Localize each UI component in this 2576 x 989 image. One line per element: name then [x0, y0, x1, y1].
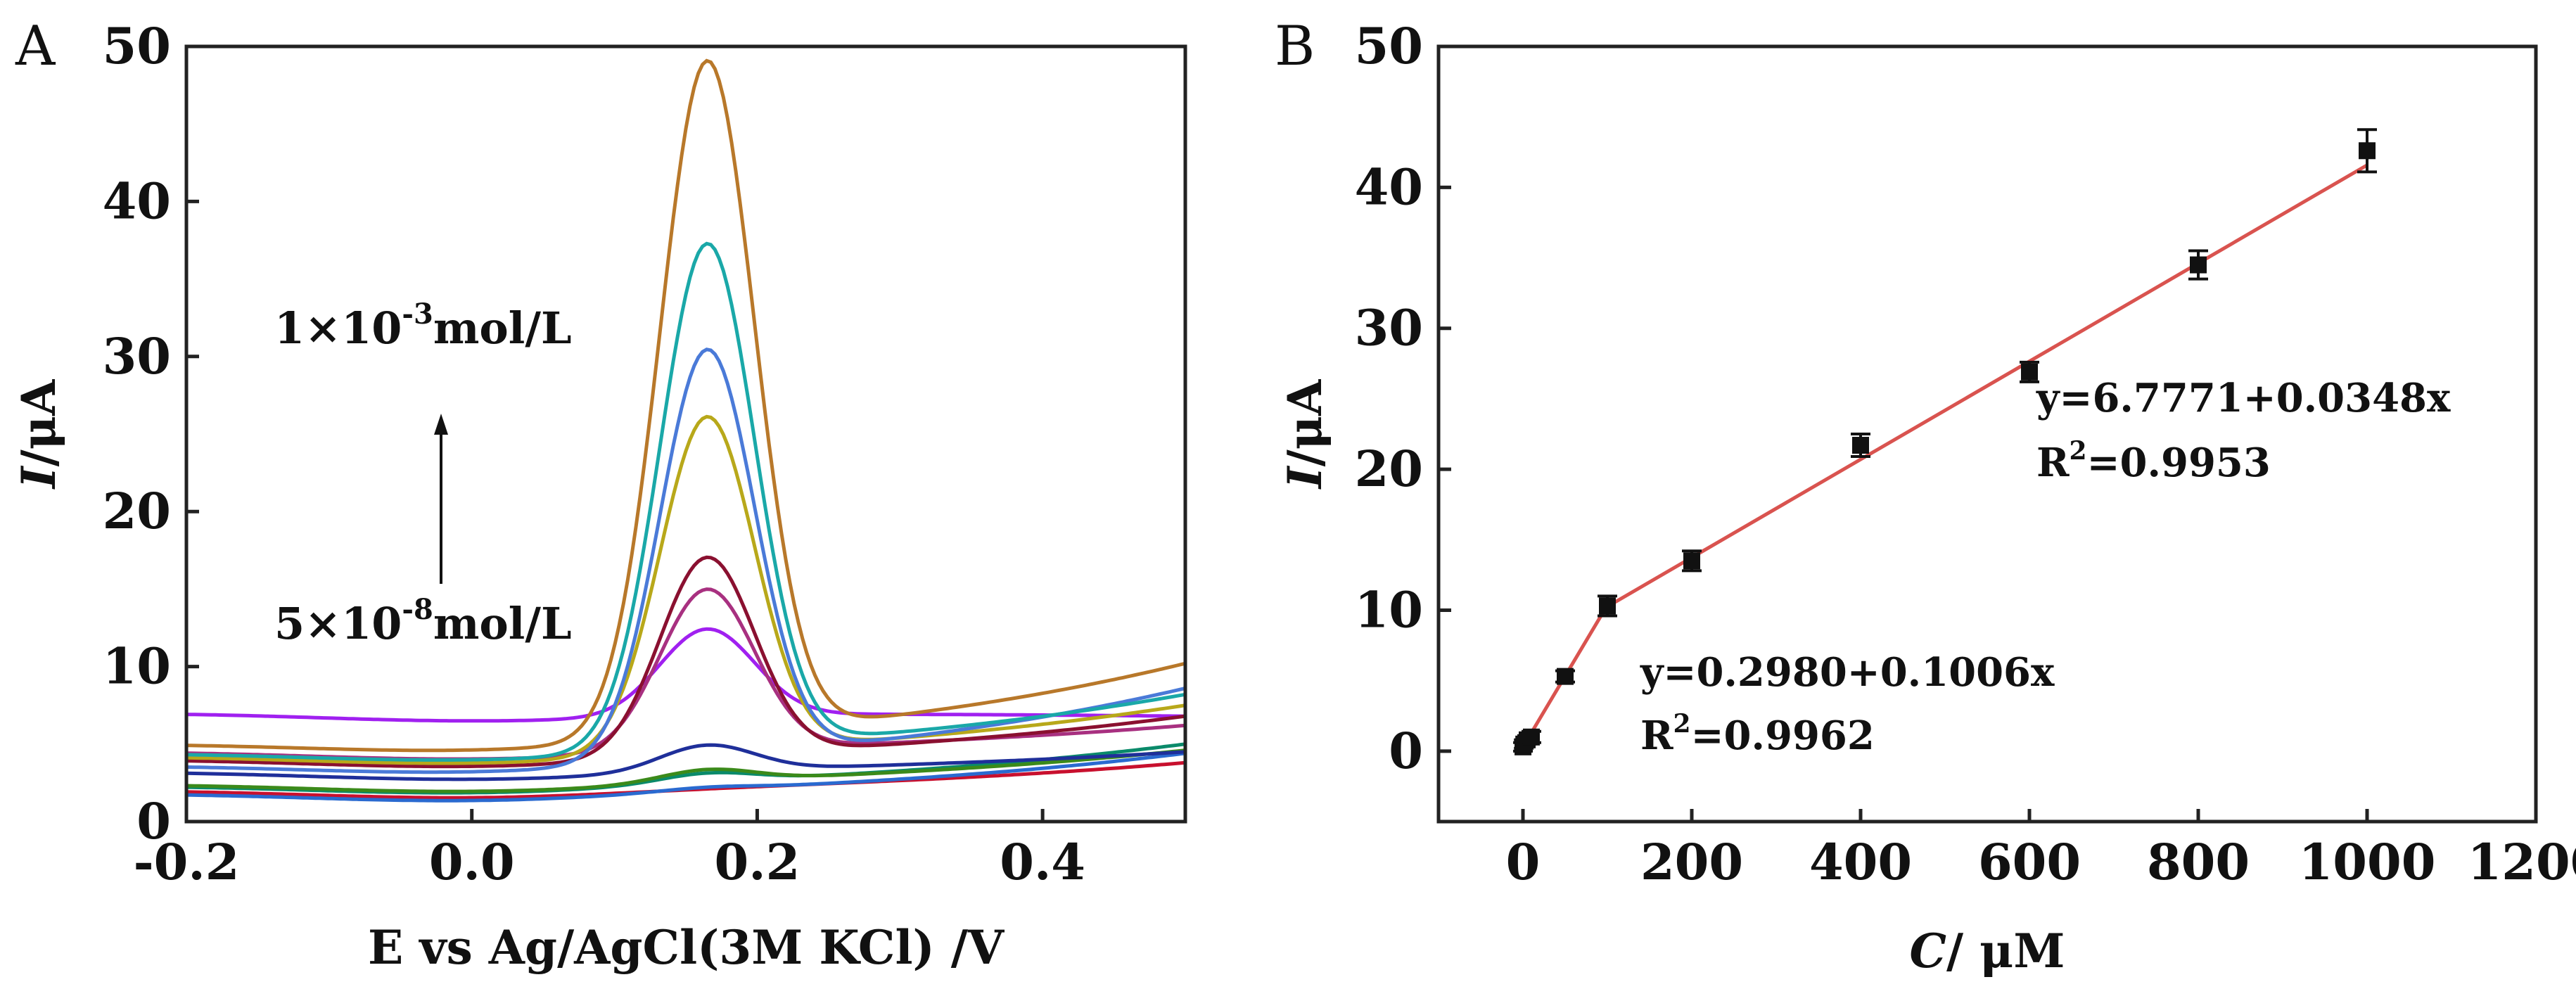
panel-a-y-tick-label: 20	[103, 482, 171, 540]
panel-a-x-title: E vs Ag/AgCl(3M KCl) /V	[368, 920, 1005, 975]
panel-a-x-tick-label: 0.0	[429, 833, 515, 891]
panel-b-y-tick-label: 40	[1355, 158, 1423, 216]
panel-a-letter: A	[15, 15, 56, 78]
panel-b-x-tick-label: 1000	[2299, 833, 2436, 891]
panel-b-frame	[1436, 44, 2538, 824]
fit-line	[1606, 163, 2368, 608]
data-point	[1683, 552, 1700, 570]
panel-a-frame	[184, 44, 1187, 824]
panel-a-y-tick-label: 30	[103, 327, 171, 385]
panel-a-curves	[186, 58, 1186, 803]
equation-high-range: y=6.7771+0.0348x	[2036, 375, 2451, 421]
voltammogram-curve	[186, 58, 1186, 753]
panel-b-y-title: I/μA	[1277, 379, 1332, 490]
data-point	[2190, 256, 2207, 274]
panel-a-y-tick-label: 40	[103, 172, 171, 230]
r-squared-high-range: R2=0.9953	[2036, 436, 2271, 486]
voltammogram-curve	[186, 555, 1186, 769]
data-point	[1523, 728, 1540, 746]
increase-arrow-head	[434, 414, 448, 435]
equation-low-range: y=0.2980+0.1006x	[1640, 649, 2055, 696]
voltammogram-curve	[186, 347, 1186, 774]
panel-b-points	[1513, 128, 2377, 755]
annotation-high-concentration: 1×10-3mol/L	[274, 298, 572, 354]
panel-b-x-tick-label: 600	[1978, 833, 2081, 891]
r-squared-low-range: R2=0.9962	[1640, 709, 1875, 759]
data-point	[1852, 437, 1869, 454]
panel-a-y-tick-label: 0	[136, 792, 171, 850]
panel-a-x-tick-label: 0.2	[715, 833, 801, 891]
voltammogram-curve	[186, 414, 1186, 765]
panel-b: B 02004006008001000120001020304050 I/μA …	[1275, 15, 2576, 978]
panel-a: A -0.2 0.0 0.2 0.4 0 10 20 30 40 50 I/μA E vs Ag/…	[11, 15, 1187, 975]
panel-a-y-title: I/μA	[11, 379, 66, 490]
voltammogram-curve	[186, 627, 1185, 723]
panel-b-x-tick-label: 200	[1640, 833, 1743, 891]
panel-b-y-tick-label: 20	[1355, 440, 1423, 498]
annotation-low-concentration: 5×10-8mol/L	[274, 593, 572, 649]
panel-a-x-tick-label: -0.2	[134, 833, 240, 891]
panel-b-y-tick-label: 50	[1355, 17, 1423, 75]
panel-b-letter: B	[1275, 15, 1315, 78]
panel-a-y-tick-label: 50	[103, 17, 171, 75]
panel-b-x-tick-label: 400	[1809, 833, 1912, 891]
data-point	[2021, 363, 2038, 381]
voltammogram-curve	[186, 743, 1186, 781]
voltammogram-curve	[186, 751, 1186, 803]
panel-a-y-tick-label: 10	[103, 637, 171, 696]
data-point	[1557, 668, 1574, 685]
data-point	[1599, 597, 1616, 615]
panel-b-y-tick-label: 10	[1355, 580, 1423, 639]
voltammogram-curve	[186, 241, 1186, 762]
panel-b-x-tick-label: 800	[2147, 833, 2250, 891]
panel-b-y-tick-label: 0	[1389, 722, 1423, 780]
voltammogram-curve	[186, 748, 1186, 793]
panel-a-ticks: -0.2 0.0 0.2 0.4 0 10 20 30 40 50	[103, 17, 1085, 891]
panel-b-y-tick-label: 30	[1355, 299, 1423, 357]
panel-a-x-tick-label: 0.4	[1000, 833, 1085, 891]
panel-b-x-tick-label: 0	[1506, 833, 1541, 891]
panel-b-x-title: C/ μM	[1910, 924, 2065, 978]
data-point	[2359, 142, 2376, 160]
